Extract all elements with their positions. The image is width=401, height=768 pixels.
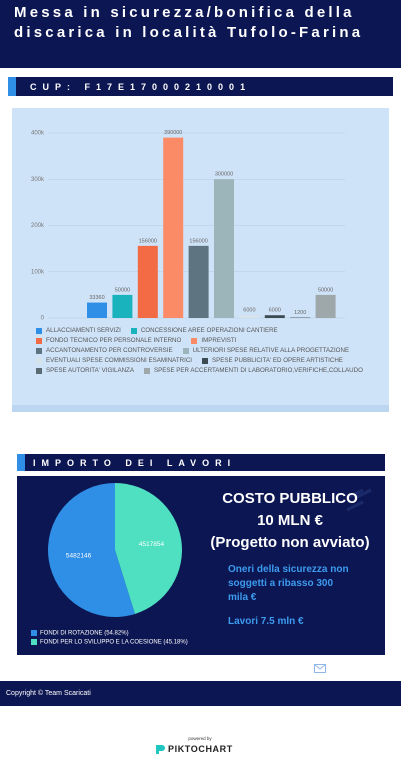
logo-text: PIKTOCHART [168,744,233,754]
accent [17,454,25,471]
legend-swatch [36,367,42,374]
slice-label: 5482146 [66,552,92,559]
value-label: 6000 [243,308,255,314]
legend-label: ULTERIORI SPESE RELATIVE ALLA PROGETTAZI… [192,347,350,354]
bar [239,315,260,318]
legend-item: IMPREVISTI [191,336,236,345]
pie-chart: 5482146 FONDI DI ROTAZIONE (54.82%) 451785… [17,476,385,655]
bar [315,294,336,318]
cup-label: CUP: F17E17000210001 [30,81,252,92]
legend-label: FONDI PER LO SVILUPPO E LA COESIONE (45.… [40,640,188,646]
logo-icon [156,745,165,754]
legend-swatch [36,357,42,364]
value-label: 50000 [115,287,130,293]
legend-label: ACCANTONAMENTO PER CONTROVERSIE [46,347,173,354]
legend-label: FONDO TECNICO PER PERSONALE INTERNO [46,337,182,344]
legend-item: EVENTUALI SPESE COMMISSIONI ESAMINATRICI [36,356,192,365]
legend-swatch [130,327,137,334]
value-label: 6000 [269,308,281,314]
value-label: 156000 [189,238,207,244]
y-tick-label: 200k [31,223,45,229]
legend-label: IMPREVISTI [201,337,237,344]
chart-strip [12,405,389,412]
legend-label: FONDI DI ROTAZIONE (54.82%) [40,631,129,637]
legend-swatch [182,347,189,354]
bar [290,317,311,318]
value-label: 33360 [89,295,104,301]
powered-by: powered by [188,736,212,741]
bar [188,245,209,318]
cost-title: COSTO PUBBLICO [222,490,358,507]
legend-label: SPESE AUTORITA' VIGILANZA [46,367,134,374]
legend-swatch [36,337,42,344]
cost-text: COSTO PUBBLICO 10 MLN € (Progetto non av… [200,488,380,554]
value-label: 300000 [215,172,233,178]
value-label: 156000 [139,238,157,244]
mail-icon[interactable] [314,664,326,673]
bar [264,315,285,318]
legend-label: ALLACCIAMENTI SERVIZI [46,327,121,334]
legend-item: ULTERIORI SPESE RELATIVE ALLA PROGETTAZI… [182,346,350,355]
value-label: 50000 [318,287,333,293]
legend-label: EVENTUALI SPESE COMMISSIONI ESAMINATRICI [46,357,193,364]
y-tick-label: 400k [31,131,45,137]
value-label: 390000 [164,130,182,136]
legend-label: CONCESSIONE AREE OPERAZIONI CANTIERE [140,327,278,334]
legend-swatch [36,347,42,354]
bar [163,137,184,318]
legend-swatch [191,337,198,344]
legend-swatch [31,630,37,636]
cost-amount: 10 MLN € [257,512,323,529]
section-title: IMPORTO DEI LAVORI [33,457,237,468]
copyright: Copyright © Team Scaricati [6,690,91,697]
legend-swatch [36,327,42,334]
section-bar: IMPORTO DEI LAVORI [25,454,385,471]
header [0,0,401,68]
legend-swatch [31,639,37,645]
title: Messa in sicurezza/bonifica della discar… [14,4,364,41]
bar [137,245,158,318]
legend-swatch [143,367,150,374]
footer: Copyright © Team Scaricati [0,681,401,706]
legend-item: SPESE AUTORITA' VIGILANZA [36,366,134,375]
legend-item: ACCANTONAMENTO PER CONTROVERSIE [36,346,173,355]
slice-label: 4517854 [139,541,165,548]
legend-swatch [202,357,209,364]
cup-bar: CUP: F17E17000210001 [16,77,393,96]
cost-works: Lavori 7.5 mln € [228,616,304,627]
bar [214,179,234,318]
legend-label: SPESE PUBBLICITA' ED OPERE ARTISTICHE [212,357,343,364]
value-label: 1200 [294,310,306,316]
bar-chart: 0 100k 200k 300k 400k 33360 50000 156000 390000 1… [12,108,389,412]
bar [112,294,133,318]
y-tick-label: 100k [31,269,45,275]
cost-status: (Progetto non avviato) [210,534,370,551]
legend-item: ALLACCIAMENTI SERVIZI [36,326,121,335]
legend-item: SPESE PUBBLICITA' ED OPERE ARTISTICHE [202,356,343,365]
legend: ALLACCIAMENTI SERVIZI CONCESSIONE AREE OP… [36,326,366,375]
cost-note: Oneri della sicurezza non soggetti a rib… [228,564,349,603]
y-tick-label: 300k [31,177,45,183]
pie-slice [48,483,135,617]
legend-item: CONCESSIONE AREE OPERAZIONI CANTIERE [130,326,278,335]
accent [8,77,16,96]
y-tick-label: 0 [41,316,45,322]
decor [346,488,372,512]
legend-item: SPESE PER ACCERTAMENTI DI LABORATORIO,VE… [143,366,363,375]
legend-item: FONDO TECNICO PER PERSONALE INTERNO [36,336,181,345]
bar [87,302,107,318]
legend-label: SPESE PER ACCERTAMENTI DI LABORATORIO,VE… [153,367,363,374]
logo: PIKTOCHART [155,744,233,754]
pie-slice [115,483,183,614]
